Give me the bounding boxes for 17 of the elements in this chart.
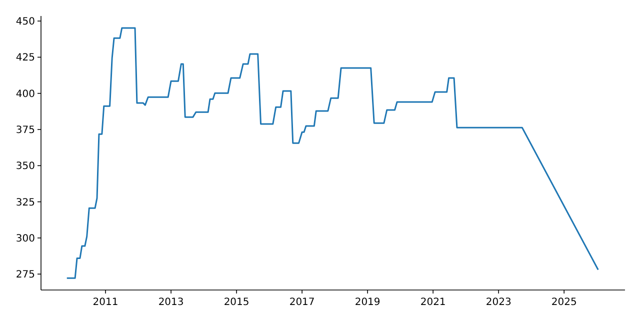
y-tick-label: 300 xyxy=(16,233,35,244)
x-tick-label: 2013 xyxy=(158,297,184,308)
y-tick-label: 325 xyxy=(16,197,35,208)
x-tick-label: 2021 xyxy=(420,297,446,308)
x-tick-label: 2017 xyxy=(289,297,315,308)
y-tick-label: 425 xyxy=(16,52,35,64)
x-tick-label: 2011 xyxy=(92,297,118,308)
x-tick-label: 2025 xyxy=(551,297,577,308)
line-series xyxy=(66,27,599,279)
y-tick-label: 350 xyxy=(16,161,35,172)
x-tick-label: 2023 xyxy=(486,297,512,308)
x-tick-label: 2019 xyxy=(354,297,380,308)
y-tick-label: 375 xyxy=(16,125,35,136)
x-tick-label: 2015 xyxy=(224,297,250,308)
y-tick-label: 400 xyxy=(16,88,35,100)
y-tick-label: 275 xyxy=(16,270,35,281)
y-tick-label: 450 xyxy=(16,16,35,28)
